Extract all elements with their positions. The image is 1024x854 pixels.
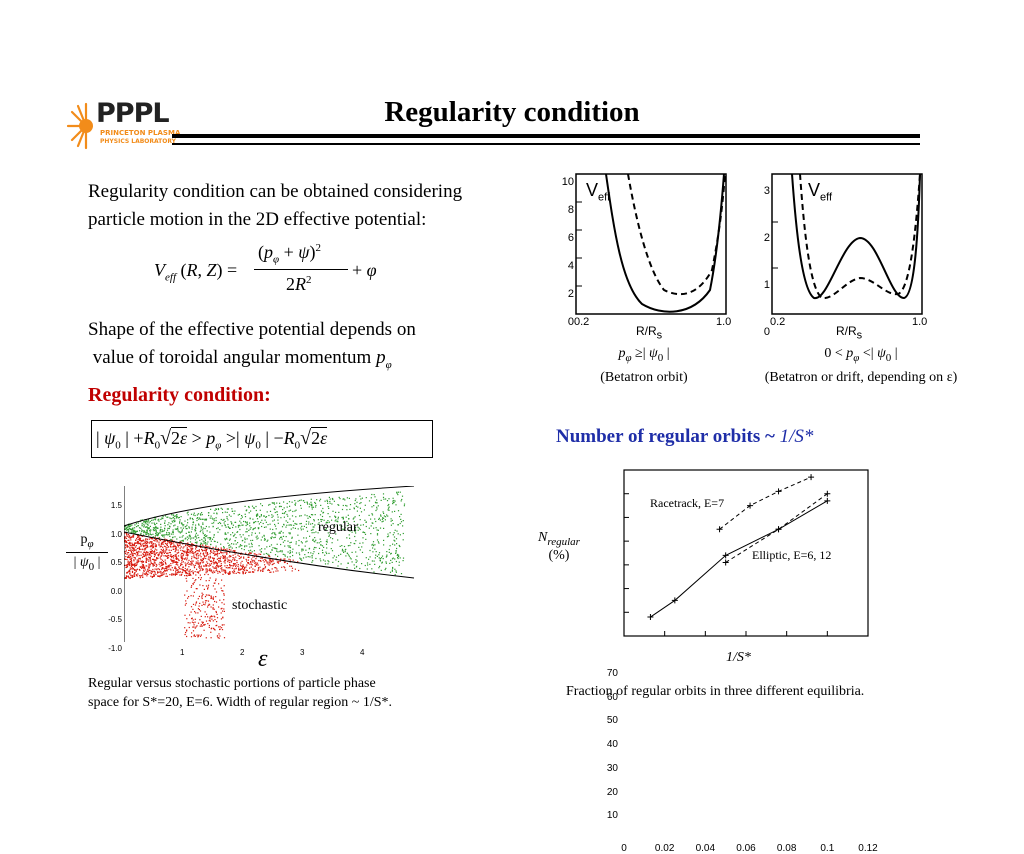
intro-paragraph: Regularity condition can be obtained con… [88, 178, 548, 234]
veff-left-caption: pφ ≥| ψ0 | (Betatron orbit) [600, 346, 688, 385]
orbits-xtick-label: 0 [621, 843, 627, 854]
veff-right-xtick-0: 0.2 [770, 316, 786, 328]
veff-label-left: V [586, 180, 599, 200]
orbits-point [747, 502, 754, 509]
title-rule [172, 134, 920, 138]
veff-left-xtick-1: 1.0 [716, 316, 732, 328]
veff-plot-drift: Veff 3 2 1 0 0.2 1.0 R/Rs [748, 170, 944, 341]
logo-line2: PHYSICS LABORATORY [100, 138, 177, 145]
veff-plot-betatron: Veff 10 8 6 4 2 0 0.2 1.0 R/Rs [552, 170, 738, 341]
orbits-point [722, 559, 729, 566]
orbits-point [824, 490, 831, 497]
veff-left-xtick-0: 0.2 [574, 316, 590, 328]
scatter-xlabel: ε [258, 646, 268, 672]
veff-equation: Veff (R, Z) = (pφ + ψ)2 2R2 + φ [154, 242, 377, 294]
orbits-ylabel: Nregular (%) [538, 530, 580, 563]
phase-space-scatter: 1.5 1.0 0.5 0.0 -0.5 -1.0 1 2 3 4 regula… [84, 486, 415, 662]
orbits-ytick-label: 40 [606, 739, 618, 751]
logo-letters: PPPL [96, 98, 170, 129]
scatter-canvas [124, 486, 415, 642]
elliptic-label: Elliptic, E=6, 12 [752, 548, 832, 562]
orbits-series-line-0 [719, 476, 812, 530]
orbits-xtick-label: 0.04 [695, 843, 716, 854]
title-rule-thin [172, 143, 920, 145]
racetrack-label: Racetrack, E=7 [650, 496, 725, 510]
scatter-caption: Regular versus stochastic portions of pa… [88, 676, 393, 710]
page-title: Regularity condition [384, 96, 640, 128]
veff-right-yticks: 3 2 1 0 [763, 185, 770, 338]
orbits-point [775, 526, 782, 533]
orbits-heading: Number of regular orbits ~ 1/S* [556, 426, 814, 447]
shape-line-2: value of toroidal angular momentum [88, 347, 377, 368]
orbits-caption: Fraction of regular orbits in three diff… [566, 684, 865, 699]
orbits-point [722, 552, 729, 559]
scatter-ylabel: pφ | ψ0 | [64, 532, 110, 573]
orbits-ytick-label: 20 [606, 786, 618, 798]
veff-right-xtick-1: 1.0 [912, 316, 928, 328]
pppl-logo: PPPL PRINCETON PLASMA PHYSICS LABORATORY [66, 98, 180, 154]
orbits-xtick-label: 0.02 [654, 843, 675, 854]
stochastic-label: stochastic [232, 598, 288, 613]
logo-line1: PRINCETON PLASMA [100, 129, 181, 137]
orbits-point [647, 614, 654, 621]
regularity-heading: Regularity condition: [88, 384, 271, 406]
veff-right-caption: 0 < pφ <| ψ0 | (Betatron or drift, depen… [764, 346, 958, 385]
orbits-xtick-label: 0.12 [858, 843, 878, 854]
shape-paragraph: Shape of the effective potential depends… [88, 316, 548, 379]
intro-line-1: Regularity condition can be obtained con… [88, 181, 463, 202]
orbits-point [808, 474, 815, 481]
orbits-xtick-label: 0.06 [736, 843, 756, 854]
orbits-ytick-label: 30 [606, 762, 618, 774]
orbits-ytick-label: 10 [606, 810, 618, 822]
veff-left-yticks: 10 8 6 4 2 0 [561, 176, 574, 328]
orbits-point [671, 597, 678, 604]
orbits-ytick-label: 50 [606, 715, 618, 727]
regular-label: regular [318, 520, 358, 535]
sunburst-icon [66, 102, 93, 150]
orbits-ytick-label: 70 [606, 668, 618, 679]
orbits-point [716, 526, 723, 533]
orbits-xtick-label: 0.08 [776, 843, 797, 854]
orbits-xtick-label: 0.1 [820, 843, 835, 854]
orbits-point [824, 497, 831, 504]
orbits-point [775, 488, 782, 495]
orbits-xlabel: 1/S* [726, 650, 751, 665]
veff-label-right: V [808, 180, 821, 200]
orbits-chart: 70 60 50 40 30 20 10 0 0.02 0.04 0.06 0.08 0.1 0.12 … [590, 462, 890, 854]
shape-line-1: Shape of the effective potential depends… [88, 319, 416, 340]
orbits-svg [623, 469, 869, 637]
intro-line-2: particle motion in the 2D effective pote… [88, 209, 427, 230]
scatter-yticks: 1.5 1.0 0.5 0.0 -0.5 -1.0 [108, 501, 122, 653]
regularity-equation: | ψ0 | +R0√2ε > pφ >| ψ0 | −R0√2ε [96, 427, 328, 452]
orbits-ytick-label: 60 [606, 691, 618, 703]
regularity-equation-box: | ψ0 | +R0√2ε > pφ >| ψ0 | −R0√2ε [91, 420, 433, 458]
